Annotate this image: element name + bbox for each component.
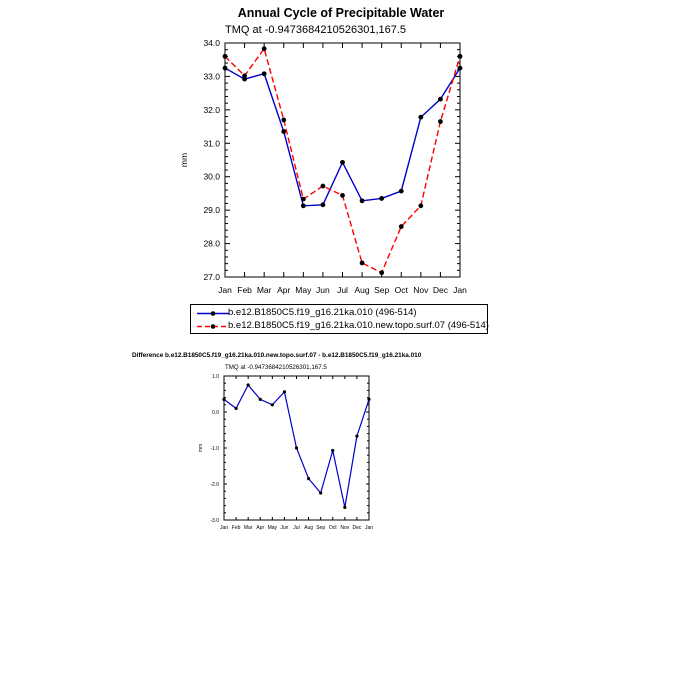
series-line-1 bbox=[224, 67, 461, 207]
x-tick-label: Aug bbox=[355, 285, 370, 295]
x-tick-label: Jul bbox=[293, 525, 299, 531]
x-tick-label: Jan bbox=[365, 525, 373, 531]
x-tick-label: Oct bbox=[329, 525, 337, 531]
series-1-point bbox=[281, 129, 287, 134]
legend-label-series-1: b.e12.B1850C5.f19_g16.21ka.010 (496-514) bbox=[228, 307, 417, 318]
x-tick-label: Apr bbox=[256, 525, 264, 531]
x-tick-label: Mar bbox=[244, 525, 253, 531]
x-tick-label: Jun bbox=[280, 525, 288, 531]
series-1-point bbox=[418, 114, 424, 120]
series-1-point bbox=[367, 397, 371, 401]
y-tick-label: -1.0 bbox=[210, 446, 219, 452]
legend-label-series-2: b.e12.B1850C5.f19_g16.21ka.010.new.topo.… bbox=[228, 320, 489, 331]
series-1-point bbox=[222, 65, 228, 71]
x-tick-label: Jul bbox=[337, 285, 348, 295]
series-2-point bbox=[418, 203, 424, 209]
y-tick-label: 29.0 bbox=[203, 205, 220, 215]
legend-blue-marker bbox=[210, 311, 216, 316]
legend-swatches bbox=[197, 311, 229, 329]
x-tick-label: Mar bbox=[257, 285, 272, 295]
series-1-point bbox=[294, 446, 299, 450]
x-tick-label: Feb bbox=[237, 285, 252, 295]
series-2-point bbox=[340, 193, 345, 198]
x-tick-label: Nov bbox=[340, 525, 349, 531]
series-1-point bbox=[222, 397, 226, 401]
series-1-point bbox=[438, 96, 443, 102]
x-tick-label: May bbox=[295, 285, 312, 295]
series-line-1 bbox=[223, 383, 370, 508]
y-tick-label: 30.0 bbox=[203, 172, 220, 182]
series-2-point bbox=[379, 270, 385, 276]
chart2-subtitle: TMQ at -0.9473684210526301,167.5 bbox=[225, 364, 327, 371]
series-1-point bbox=[300, 203, 306, 209]
y-axis-label: mm bbox=[198, 444, 204, 452]
series-1-point bbox=[359, 198, 365, 204]
series-1-point bbox=[234, 406, 238, 410]
series-1-point bbox=[320, 202, 326, 208]
series-1-point bbox=[343, 505, 347, 509]
series-1-point bbox=[379, 196, 385, 201]
x-tick-label: Aug bbox=[304, 525, 313, 531]
chart1-plot: Jan Feb Mar Apr May Jun Jul Aug Sep Oct Nov Dec Jan 2… bbox=[179, 38, 467, 295]
x-tick-label: Dec bbox=[352, 525, 361, 531]
series-2-point bbox=[457, 53, 463, 59]
x-tick-label: Jan bbox=[218, 285, 232, 295]
series-1-point bbox=[270, 403, 274, 407]
series-1-point bbox=[258, 397, 262, 401]
series-1-point bbox=[282, 390, 287, 394]
x-tick-label: Oct bbox=[395, 285, 409, 295]
series-2-point bbox=[359, 260, 365, 266]
chart2-title: Difference b.e12.B1850C5.f19_g16.21ka.01… bbox=[132, 352, 422, 359]
series-2-point bbox=[242, 73, 247, 79]
x-tick-label: Dec bbox=[433, 285, 449, 295]
series-1-point bbox=[457, 65, 463, 71]
y-tick-label: 33.0 bbox=[203, 71, 220, 81]
legend-red-marker bbox=[210, 324, 216, 329]
series-2-point bbox=[261, 46, 267, 52]
x-tick-label: Sep bbox=[316, 525, 325, 531]
x-tick-label: Feb bbox=[232, 525, 241, 531]
y-axis-label: mm bbox=[179, 153, 189, 167]
y-tick-label: 27.0 bbox=[203, 272, 220, 282]
series-1-point bbox=[306, 477, 311, 481]
chart1-subtitle: TMQ at -0.9473684210526301,167.5 bbox=[225, 24, 407, 36]
series-2-point bbox=[438, 119, 443, 124]
y-tick-label: -2.0 bbox=[210, 482, 219, 488]
series-1-point bbox=[340, 159, 345, 165]
y-tick-label: 0.0 bbox=[212, 410, 219, 416]
x-tick-label: Nov bbox=[413, 285, 429, 295]
series-2-point bbox=[300, 196, 306, 202]
series-2-point bbox=[281, 117, 287, 123]
chart1-legend: b.e12.B1850C5.f19_g16.21ka.010 (496-514)… bbox=[190, 304, 489, 334]
x-tick-label: Apr bbox=[277, 285, 290, 295]
y-tick-label: 31.0 bbox=[203, 138, 220, 148]
series-2-point bbox=[222, 53, 228, 59]
x-tick-label: May bbox=[268, 525, 278, 531]
series-1-point bbox=[319, 491, 323, 495]
series-1-point bbox=[355, 434, 359, 438]
series-2-point bbox=[320, 183, 326, 189]
series-1-point bbox=[261, 71, 267, 77]
series-1-point bbox=[242, 76, 247, 82]
y-tick-label: -3.0 bbox=[210, 518, 219, 524]
series-1-point bbox=[398, 188, 404, 194]
y-tick-label: 1.0 bbox=[212, 374, 219, 380]
x-tick-label: Jan bbox=[453, 285, 467, 295]
series-2-point bbox=[398, 224, 404, 229]
x-tick-label: Jan bbox=[220, 525, 228, 531]
y-tick-label: 32.0 bbox=[203, 105, 220, 115]
y-tick-label: 34.0 bbox=[203, 38, 220, 48]
chart2-plot: Jan Feb Mar Apr May Jun Jul Aug Sep Oct Nov Dec Jan-… bbox=[198, 374, 373, 531]
series-1-point bbox=[246, 383, 250, 387]
y-tick-label: 28.0 bbox=[203, 239, 220, 249]
x-tick-label: Sep bbox=[374, 285, 389, 295]
series-1-point bbox=[331, 448, 335, 453]
x-tick-label: Jun bbox=[316, 285, 330, 295]
chart1-title: Annual Cycle of Precipitable Water bbox=[237, 6, 445, 20]
